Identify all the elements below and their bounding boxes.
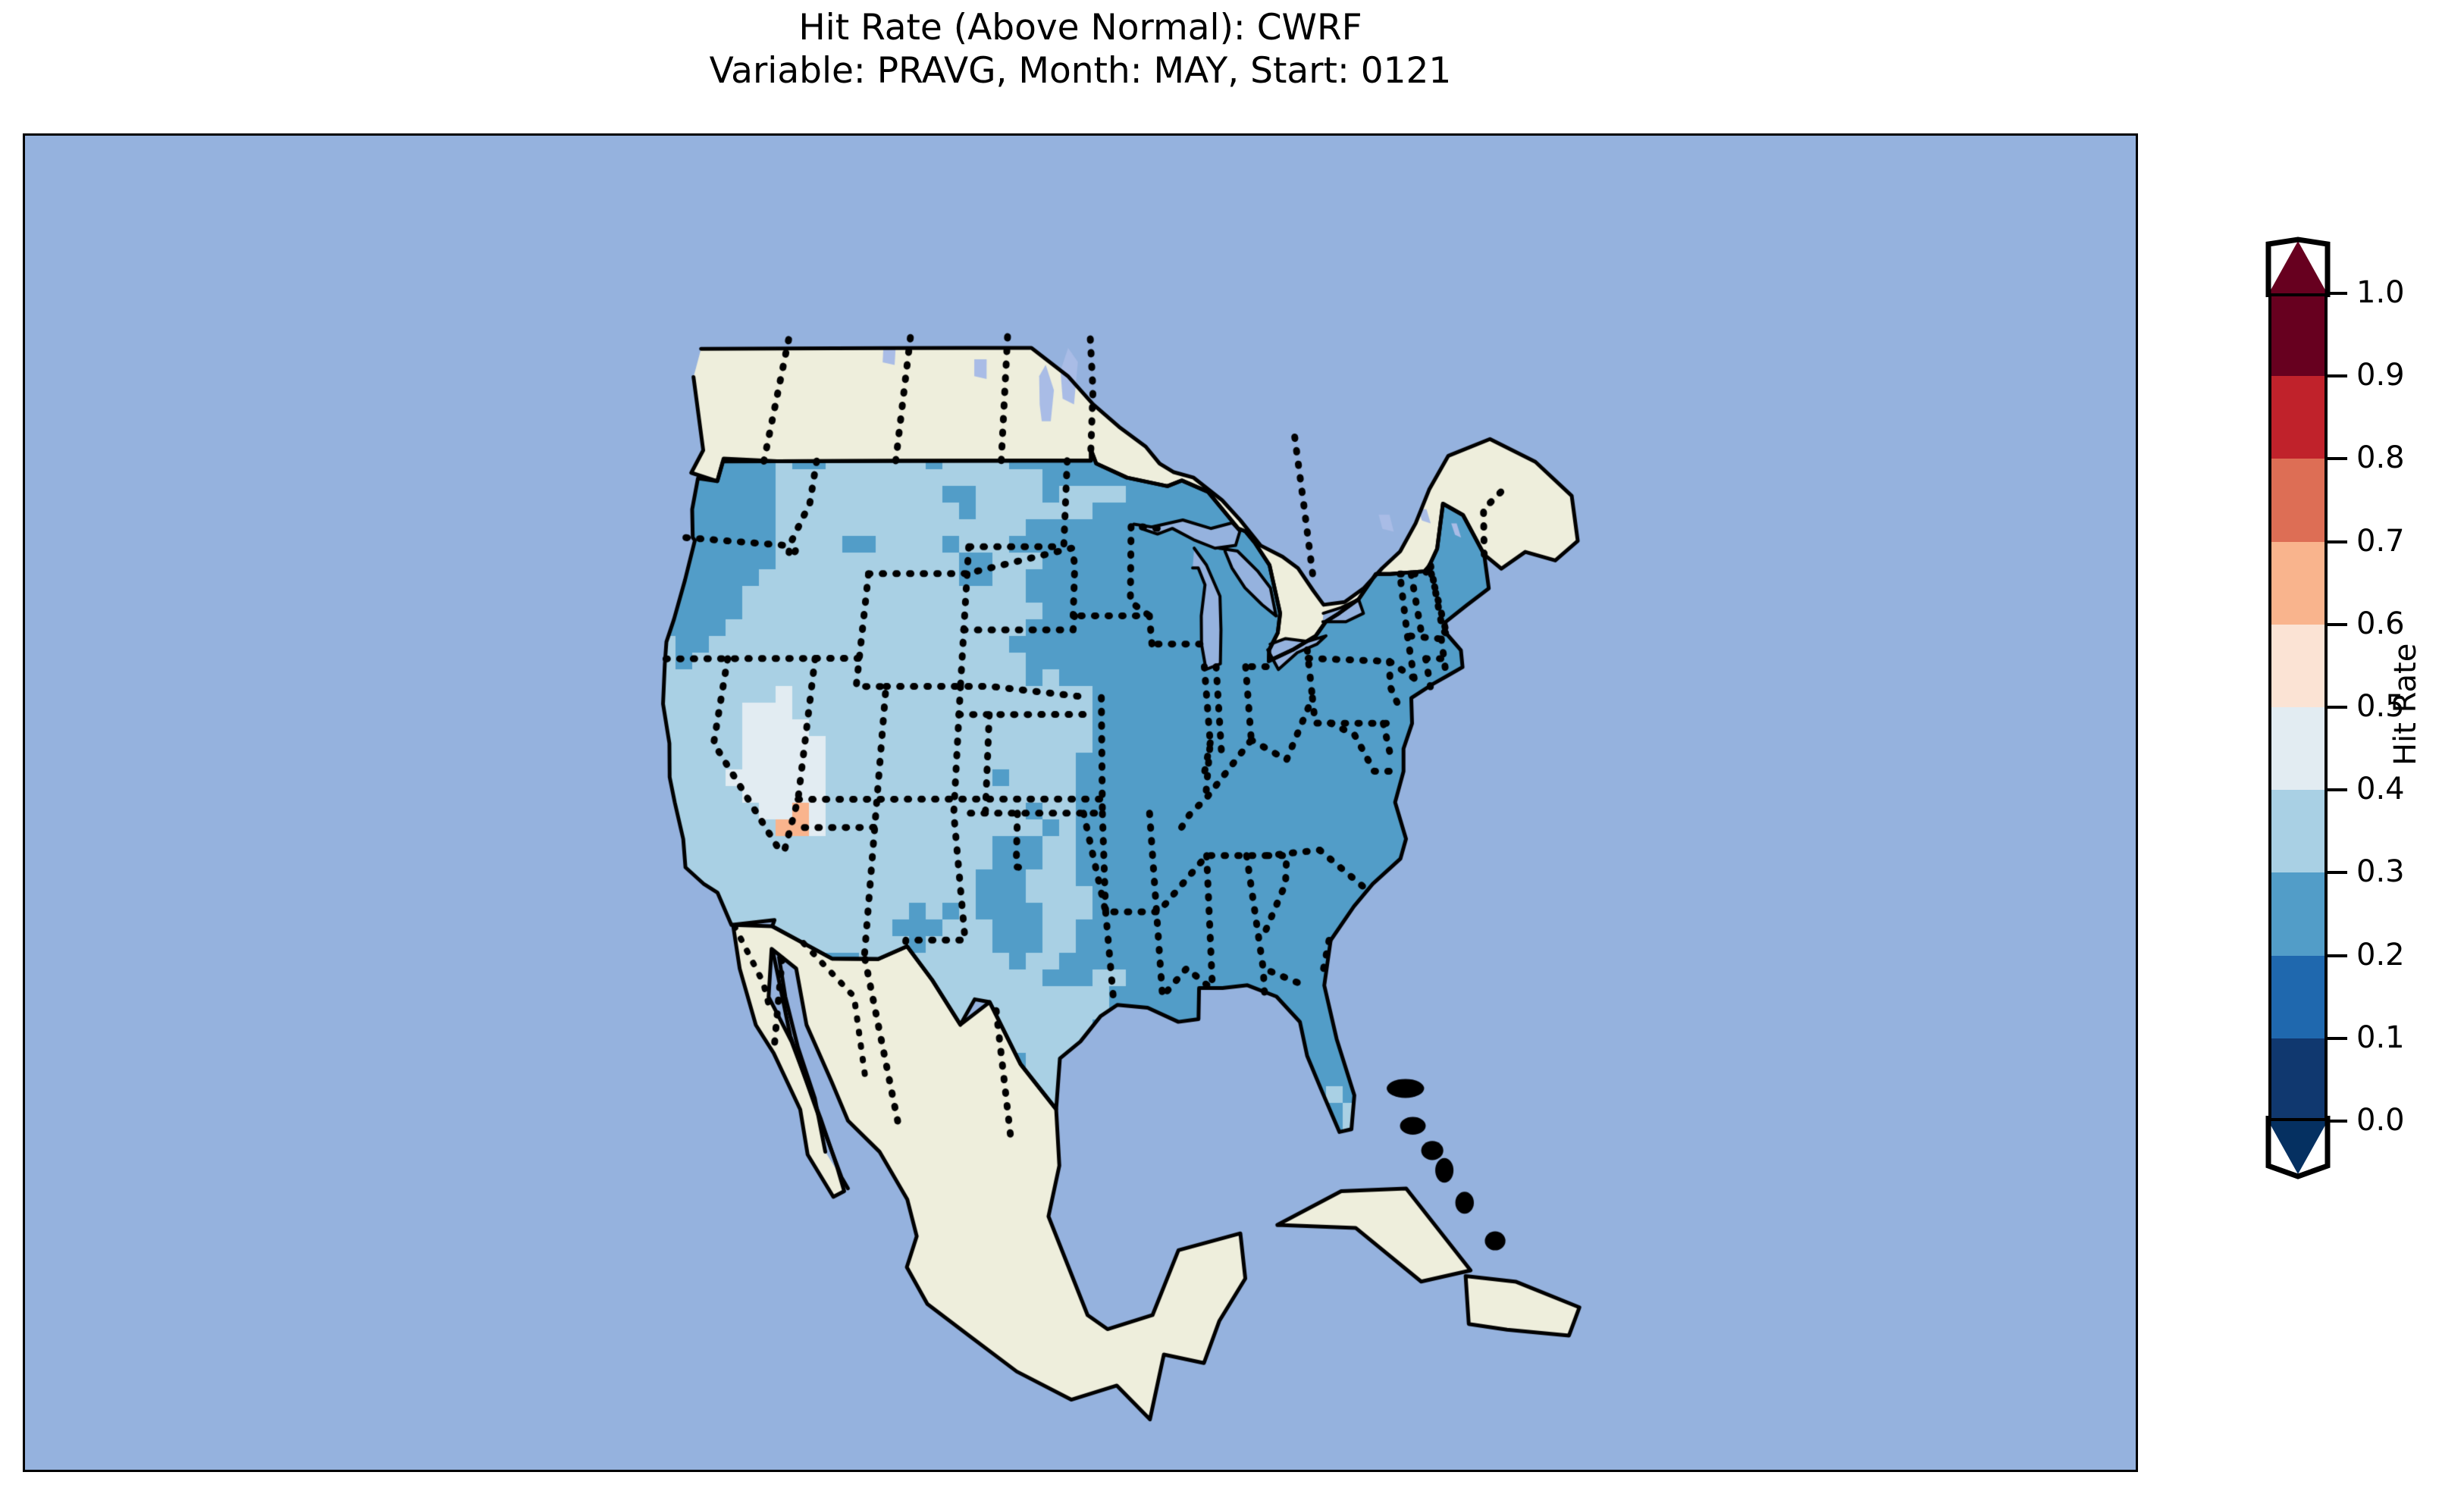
colorbar-tick-label-0.3: 0.3 <box>2356 854 2405 890</box>
colorbar-band-0.7-0.8 <box>2268 459 2328 543</box>
colorbar-tick-label-0.8: 0.8 <box>2356 440 2405 476</box>
map-plot-area <box>23 133 2138 1472</box>
colorbar-band-0.3-0.4 <box>2268 790 2328 873</box>
colorbar-band-0.4-0.5 <box>2268 707 2328 791</box>
colorbar-tick-0.2 <box>2328 954 2347 957</box>
colorbar-band-0.1-0.2 <box>2268 955 2328 1039</box>
colorbar-tick-label-0.7: 0.7 <box>2356 523 2405 559</box>
hit-rate-choropleth-map <box>25 136 2136 1470</box>
colorbar-axis-label: Hit Rate <box>2388 643 2423 766</box>
colorbar-tick-0.9 <box>2328 374 2347 378</box>
colorbar-tick-label-0.5: 0.5 <box>2356 689 2405 724</box>
colorbar-tick-label-0.1: 0.1 <box>2356 1019 2405 1055</box>
title-line-2: Variable: PRAVG, Month: MAY, Start: 0121 <box>709 50 1452 92</box>
colorbar-under-arrow-outline <box>2265 1116 2331 1179</box>
colorbar-tick-label-0.9: 0.9 <box>2356 358 2405 393</box>
colorbar-tick-label-0.0: 0.0 <box>2356 1103 2405 1138</box>
colorbar-over-arrow-outline <box>2265 236 2331 297</box>
colorbar-tick-0.6 <box>2328 622 2347 626</box>
colorbar-band-0.9-1 <box>2268 293 2328 377</box>
colorbar-band-0.5-0.6 <box>2268 624 2328 708</box>
colorbar-band-0.8-0.9 <box>2268 376 2328 459</box>
colorbar-tick-label-0.2: 0.2 <box>2356 937 2405 973</box>
colorbar-tick-0.0 <box>2328 1120 2347 1123</box>
colorbar-under-arrow <box>2268 1121 2328 1174</box>
colorbar-tick-0.1 <box>2328 1036 2347 1040</box>
colorbar-tick-0.5 <box>2328 706 2347 709</box>
colorbar-band-0.2-0.3 <box>2268 872 2328 957</box>
colorbar <box>2268 293 2328 1122</box>
title-line-1: Hit Rate (Above Normal): CWRF <box>798 7 1362 49</box>
colorbar-tick-label-0.4: 0.4 <box>2356 772 2405 807</box>
colorbar-tick-0.7 <box>2328 540 2347 543</box>
colorbar-band-0.6-0.7 <box>2268 541 2328 625</box>
page-title: Hit Rate (Above Normal): CWRF Variable: … <box>0 6 2161 93</box>
colorbar-tick-0.4 <box>2328 788 2347 792</box>
colorbar-tick-0.3 <box>2328 871 2347 875</box>
colorbar-over-arrow <box>2268 241 2328 294</box>
colorbar-tick-label-1.0: 1.0 <box>2356 275 2405 310</box>
colorbar-tick-label-0.6: 0.6 <box>2356 606 2405 641</box>
colorbar-tick-0.8 <box>2328 457 2347 461</box>
colorbar-tick-1.0 <box>2328 292 2347 295</box>
colorbar-band-0-0.1 <box>2268 1038 2328 1122</box>
